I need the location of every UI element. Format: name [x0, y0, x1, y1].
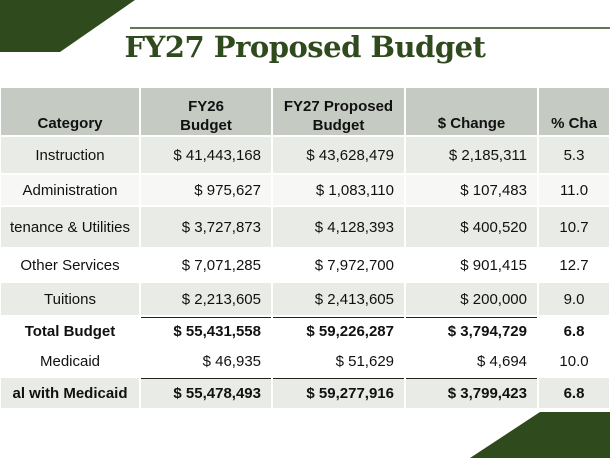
table-cell: $ 7,972,700	[273, 249, 404, 281]
title: FY27 Proposed Budget	[124, 30, 486, 64]
table-cell: $ 975,627	[141, 175, 271, 205]
table-cell: $ 4,128,393	[273, 207, 404, 247]
table-cell: Total Budget	[1, 317, 139, 345]
table-cell: $ 41,443,168	[141, 137, 271, 173]
table-cell: $ 3,799,423	[406, 378, 537, 408]
table-cell: $ 55,478,493	[141, 378, 271, 408]
table-cell: Instruction	[1, 137, 139, 173]
table-cell: 6.8	[539, 378, 609, 408]
table-cell: Other Services	[1, 249, 139, 281]
table-cell: 12.7	[539, 249, 609, 281]
corner-shape	[470, 412, 610, 458]
corner-shape	[0, 0, 135, 52]
table-cell: $ 2,413,605	[273, 283, 404, 315]
table-cell: % Cha	[539, 88, 609, 135]
table-cell: $ 1,083,110	[273, 175, 404, 205]
table-cell: $ 7,071,285	[141, 249, 271, 281]
table-cell: $ 43,628,479	[273, 137, 404, 173]
table-cell: 6.8	[539, 317, 609, 345]
table-cell: $ 400,520	[406, 207, 537, 247]
table-cell: $ 200,000	[406, 283, 537, 315]
table-cell: Administration	[1, 175, 139, 205]
table-cell: 9.0	[539, 283, 609, 315]
table-cell: $ 3,794,729	[406, 317, 537, 345]
table-cell: 10.7	[539, 207, 609, 247]
table-cell: $ 107,483	[406, 175, 537, 205]
table-cell: 11.0	[539, 175, 609, 205]
table-cell: FY27 Proposed Budget	[273, 88, 404, 135]
table-cell: $ 901,415	[406, 249, 537, 281]
table-cell: $ 2,185,311	[406, 137, 537, 173]
table-cell: 5.3	[539, 137, 609, 173]
table-cell: Tuitions	[1, 283, 139, 315]
table-cell: $ 4,694	[406, 347, 537, 376]
table-cell: $ 51,629	[273, 347, 404, 376]
table-cell: $ 55,431,558	[141, 317, 271, 345]
table-cell: $ 59,277,916	[273, 378, 404, 408]
table-cell: $ 2,213,605	[141, 283, 271, 315]
table-cell: $ 59,226,287	[273, 317, 404, 345]
table-cell: FY26 Budget	[141, 88, 271, 135]
table-cell: $ Change	[406, 88, 537, 135]
table-cell: $ 46,935	[141, 347, 271, 376]
table-cell: tenance & Utilities	[1, 207, 139, 247]
table-cell: Category	[1, 88, 139, 135]
table-cell: 10.0	[539, 347, 609, 376]
table-cell: Medicaid	[1, 347, 139, 376]
table-cell: $ 3,727,873	[141, 207, 271, 247]
table-cell: al with Medicaid	[1, 378, 139, 408]
